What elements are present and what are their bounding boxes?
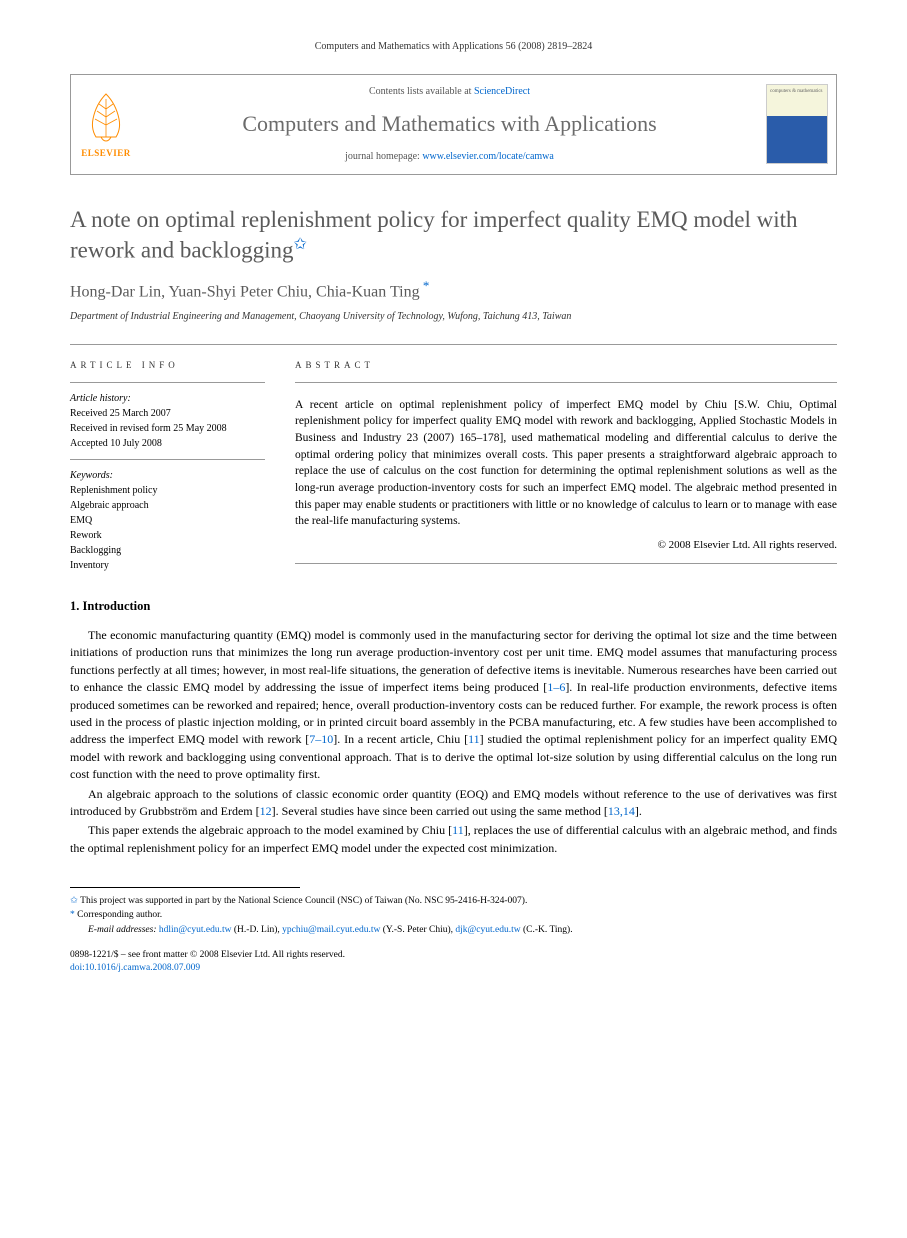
cover-thumb-title: computers & mathematics (770, 89, 824, 95)
info-abstract-row: ARTICLE INFO Article history: Received 2… (70, 359, 837, 573)
divider (295, 563, 837, 564)
body-text: This paper extends the algebraic approac… (88, 823, 452, 837)
intro-paragraph-3: This paper extends the algebraic approac… (70, 822, 837, 857)
contents-prefix: Contents lists available at (369, 86, 474, 97)
masthead-center: Contents lists available at ScienceDirec… (141, 75, 758, 174)
bottom-block: 0898-1221/$ – see front matter © 2008 El… (70, 949, 837, 976)
article-info-label: ARTICLE INFO (70, 359, 265, 372)
article-title: A note on optimal replenishment policy f… (70, 205, 837, 265)
divider (295, 382, 837, 383)
corresponding-author-star-icon: * (420, 278, 430, 293)
keyword-item: Rework (70, 528, 265, 543)
header-citation: Computers and Mathematics with Applicati… (70, 40, 837, 54)
email-label: E-mail addresses: (88, 925, 157, 935)
homepage-prefix: journal homepage: (345, 151, 422, 162)
reference-link[interactable]: 11 (452, 823, 464, 837)
journal-name: Computers and Mathematics with Applicati… (146, 109, 753, 140)
reference-link[interactable]: 7–10 (309, 732, 333, 746)
email-name: (C.-K. Ting). (521, 925, 573, 935)
revised-date: Received in revised form 25 May 2008 (70, 421, 265, 436)
doi-link[interactable]: doi:10.1016/j.camwa.2008.07.009 (70, 963, 200, 973)
sciencedirect-link[interactable]: ScienceDirect (474, 86, 530, 97)
section-heading-introduction: 1. Introduction (70, 598, 837, 616)
reference-link[interactable]: 12 (260, 804, 272, 818)
keywords-label: Keywords: (70, 468, 265, 483)
abstract-text: A recent article on optimal replenishmen… (295, 397, 837, 530)
email-link[interactable]: hdlin@cyut.edu.tw (159, 925, 232, 935)
elsevier-tree-icon (81, 89, 131, 144)
footnote-text: Corresponding author. (77, 910, 162, 920)
keyword-item: Replenishment policy (70, 483, 265, 498)
footnote-text: This project was supported in part by th… (80, 896, 527, 906)
email-link[interactable]: djk@cyut.edu.tw (455, 925, 520, 935)
keywords-block: Keywords: Replenishment policy Algebraic… (70, 468, 265, 573)
article-title-text: A note on optimal replenishment policy f… (70, 207, 798, 263)
footnote-funding: ✩ This project was supported in part by … (70, 894, 830, 908)
keyword-item: EMQ (70, 513, 265, 528)
doi-line: doi:10.1016/j.camwa.2008.07.009 (70, 962, 837, 975)
affiliation: Department of Industrial Engineering and… (70, 310, 837, 324)
divider (70, 382, 265, 383)
keyword-item: Inventory (70, 558, 265, 573)
email-name: (Y.-S. Peter Chiu), (380, 925, 455, 935)
accepted-date: Accepted 10 July 2008 (70, 436, 265, 451)
divider (70, 344, 837, 345)
authors-text: Hong-Dar Lin, Yuan-Shyi Peter Chiu, Chia… (70, 284, 420, 301)
intro-paragraph-2: An algebraic approach to the solutions o… (70, 786, 837, 821)
email-name: (H.-D. Lin), (232, 925, 283, 935)
doi-value: 10.1016/j.camwa.2008.07.009 (85, 963, 200, 973)
keyword-item: Backlogging (70, 543, 265, 558)
footnotes-block: ✩ This project was supported in part by … (70, 894, 830, 937)
history-label: Article history: (70, 391, 265, 406)
intro-paragraph-1: The economic manufacturing quantity (EMQ… (70, 627, 837, 784)
footnote-divider (70, 887, 300, 894)
abstract-label: ABSTRACT (295, 359, 837, 372)
reference-link[interactable]: 13,14 (608, 804, 635, 818)
email-link[interactable]: ypchiu@mail.cyut.edu.tw (282, 925, 380, 935)
title-footnote-star-icon: ✩ (294, 236, 307, 253)
reference-link[interactable]: 11 (468, 732, 480, 746)
abstract-column: ABSTRACT A recent article on optimal rep… (295, 359, 837, 573)
keyword-item: Algebraic approach (70, 498, 265, 513)
reference-link[interactable]: 1–6 (547, 680, 565, 694)
footnote-emails: E-mail addresses: hdlin@cyut.edu.tw (H.-… (70, 923, 830, 937)
received-date: Received 25 March 2007 (70, 406, 265, 421)
footnote-star-icon: ✩ (70, 896, 80, 906)
masthead: ELSEVIER Contents lists available at Sci… (70, 74, 837, 175)
body-text: ]. In a recent article, Chiu [ (333, 732, 468, 746)
journal-cover-thumbnail[interactable]: computers & mathematics (766, 84, 828, 164)
abstract-copyright: © 2008 Elsevier Ltd. All rights reserved… (295, 538, 837, 553)
contents-available-line: Contents lists available at ScienceDirec… (146, 85, 753, 99)
body-text: ]. Several studies have since been carri… (272, 804, 608, 818)
article-info-column: ARTICLE INFO Article history: Received 2… (70, 359, 265, 573)
page-container: Computers and Mathematics with Applicati… (0, 0, 907, 1005)
divider (70, 459, 265, 460)
homepage-link[interactable]: www.elsevier.com/locate/camwa (422, 151, 554, 162)
doi-label: doi: (70, 963, 85, 973)
author-list: Hong-Dar Lin, Yuan-Shyi Peter Chiu, Chia… (70, 277, 837, 304)
issn-copyright-line: 0898-1221/$ – see front matter © 2008 El… (70, 949, 837, 962)
footnote-corresponding: * Corresponding author. (70, 908, 830, 922)
article-history-block: Article history: Received 25 March 2007 … (70, 391, 265, 451)
homepage-line: journal homepage: www.elsevier.com/locat… (146, 150, 753, 164)
elsevier-label: ELSEVIER (81, 147, 131, 160)
elsevier-logo[interactable]: ELSEVIER (71, 79, 141, 169)
body-text: ]. (635, 804, 642, 818)
